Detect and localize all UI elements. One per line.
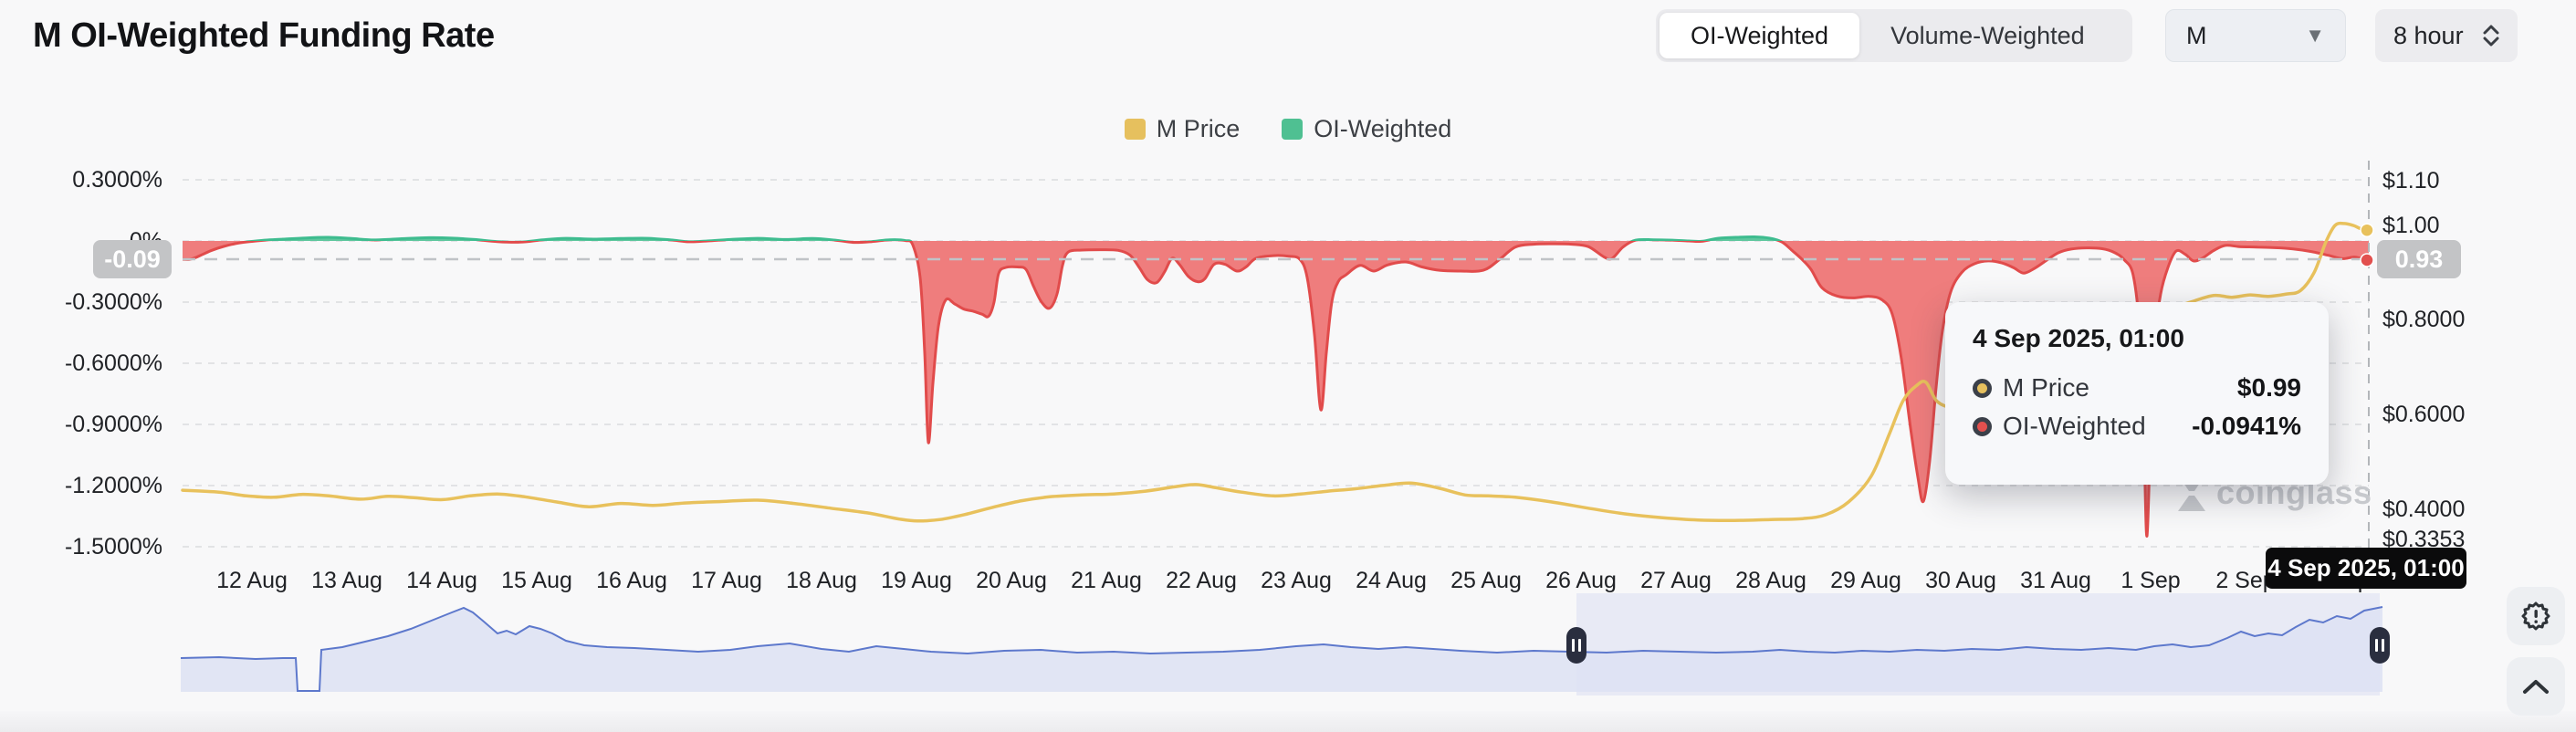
next-section-edge (0, 711, 2576, 732)
legend-item[interactable]: OI-Weighted (1282, 115, 1451, 143)
legend-label: M Price (1156, 115, 1241, 142)
interval-stepper-value: 8 hour (2393, 21, 2464, 49)
legend-label: OI-Weighted (1314, 115, 1452, 142)
tooltip-funding-label: OI-Weighted (2003, 412, 2146, 440)
interval-stepper-arrows (2483, 25, 2499, 47)
interval-stepper[interactable]: 8 hour (2375, 9, 2518, 62)
symbol-dropdown[interactable]: M ▼ (2165, 9, 2346, 62)
price-series-marker-icon (1973, 378, 1992, 398)
tooltip-row-funding: OI-Weighted -0.0941% (1973, 412, 2301, 441)
navigator-handle-right[interactable] (2370, 627, 2390, 664)
toggle-option-oi-weighted[interactable]: OI-Weighted (1660, 13, 1860, 58)
collapse-chevron-icon (2523, 680, 2549, 694)
toggle-option-volume-weighted[interactable]: Volume-Weighted (1890, 21, 2085, 49)
tooltip-date: 4 Sep 2025, 01:00 (1973, 324, 2184, 352)
legend-item[interactable]: M Price (1124, 115, 1241, 143)
funding-series-marker-icon (1973, 416, 1992, 436)
chart-legend: M Price OI-Weighted (0, 115, 2576, 143)
weighting-mode-toggle: OI-Weighted Volume-Weighted (1656, 9, 2132, 62)
legend-swatch-icon (1282, 119, 1304, 140)
alert-seal-icon (2521, 601, 2550, 631)
page-title: M OI-Weighted Funding Rate (33, 16, 495, 55)
tooltip-price-label: M Price (2003, 373, 2089, 402)
current-price-badge: 0.93 (2377, 240, 2461, 278)
chevron-up-icon[interactable] (2483, 25, 2499, 35)
tooltip-row-price: M Price $0.99 (1973, 373, 2301, 403)
tooltip-price-value: $0.99 (2236, 373, 2301, 402)
x-axis-pointer-label: 4 Sep 2025, 01:00 (2266, 548, 2466, 589)
symbol-dropdown-value: M (2186, 21, 2207, 49)
chevron-down-icon[interactable] (2483, 37, 2499, 47)
current-funding-badge: -0.09 (93, 240, 172, 278)
tooltip-funding-value: -0.0941% (2192, 412, 2301, 440)
chart-tooltip: 4 Sep 2025, 01:00 M Price $0.99 OI-Weigh… (1945, 302, 2329, 485)
navigator-handle-left[interactable] (1566, 627, 1586, 664)
alert-button[interactable] (2507, 587, 2565, 645)
legend-swatch-icon (1124, 119, 1146, 140)
collapse-button[interactable] (2507, 657, 2565, 716)
chevron-down-icon: ▼ (2305, 24, 2325, 47)
